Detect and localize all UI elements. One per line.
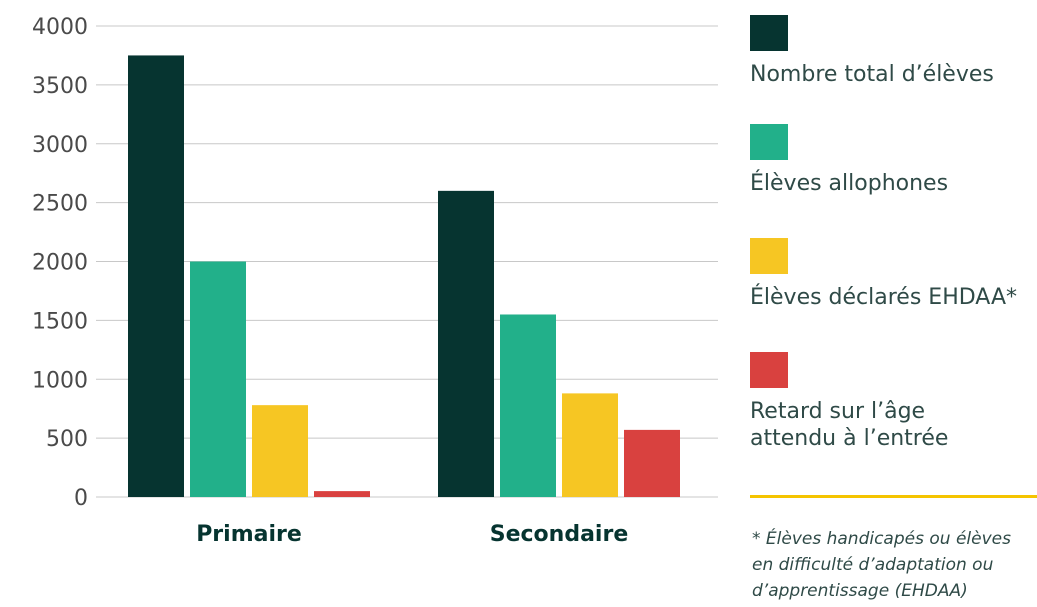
y-tick-label-1500: 1500: [32, 309, 88, 334]
y-tick-label-2000: 2000: [32, 251, 88, 276]
bar-secondaire-series-2: [562, 393, 618, 497]
category-label-primaire: Primaire: [196, 522, 302, 547]
legend-swatch-ehdaa: [750, 238, 788, 274]
y-tick-label-3000: 3000: [32, 133, 88, 158]
bar-secondaire-series-0: [438, 190, 494, 497]
legend-label-ehdaa: Élèves déclarés EHDAA*: [750, 285, 1018, 310]
legend-item-total: Nombre total d’élèves: [750, 15, 994, 88]
legend-label-allophones: Élèves allophones: [750, 171, 949, 196]
category-label-secondaire: Secondaire: [490, 522, 629, 547]
legend-swatch-retard: [750, 352, 788, 388]
y-tick-label-3500: 3500: [32, 74, 88, 99]
y-tick-label-2500: 2500: [32, 192, 88, 217]
bar-primaire-series-2: [252, 405, 308, 497]
bar-chart: 0 500 1000 1500 2000 2500 3000 3500 4000 Primair…: [32, 15, 718, 547]
y-tick-label-0: 0: [74, 486, 88, 511]
legend-swatch-total: [750, 15, 788, 51]
y-axis-tick-labels: 0 500 1000 1500 2000 2500 3000 3500 4000: [32, 15, 88, 511]
bar-primaire-series-0: [128, 55, 184, 497]
legend-item-ehdaa: Élèves déclarés EHDAA*: [750, 238, 1017, 311]
legend-label-total: Nombre total d’élèves: [750, 62, 994, 87]
bar-primaire-series-1: [190, 261, 246, 497]
legend-item-retard: Retard sur l’âge attendu à l’entrée: [750, 352, 948, 452]
bar-primaire-series-3: [314, 491, 370, 497]
legend-divider: [750, 495, 1037, 498]
gridlines: [96, 25, 718, 498]
legend-label-retard: Retard sur l’âge attendu à l’entrée: [750, 399, 949, 451]
x-axis-category-labels: Primaire Secondaire: [196, 522, 628, 547]
bar-secondaire-series-1: [500, 314, 556, 497]
legend-item-allophones: Élèves allophones: [750, 124, 948, 197]
y-tick-label-1000: 1000: [32, 368, 88, 393]
legend-swatch-allophones: [750, 124, 788, 160]
bars: [128, 55, 680, 497]
footnote: * Élèves handicapés ou élèves en difficu…: [752, 529, 1011, 601]
y-tick-label-4000: 4000: [32, 15, 88, 40]
bar-secondaire-series-3: [624, 429, 680, 497]
y-tick-label-500: 500: [46, 427, 88, 452]
